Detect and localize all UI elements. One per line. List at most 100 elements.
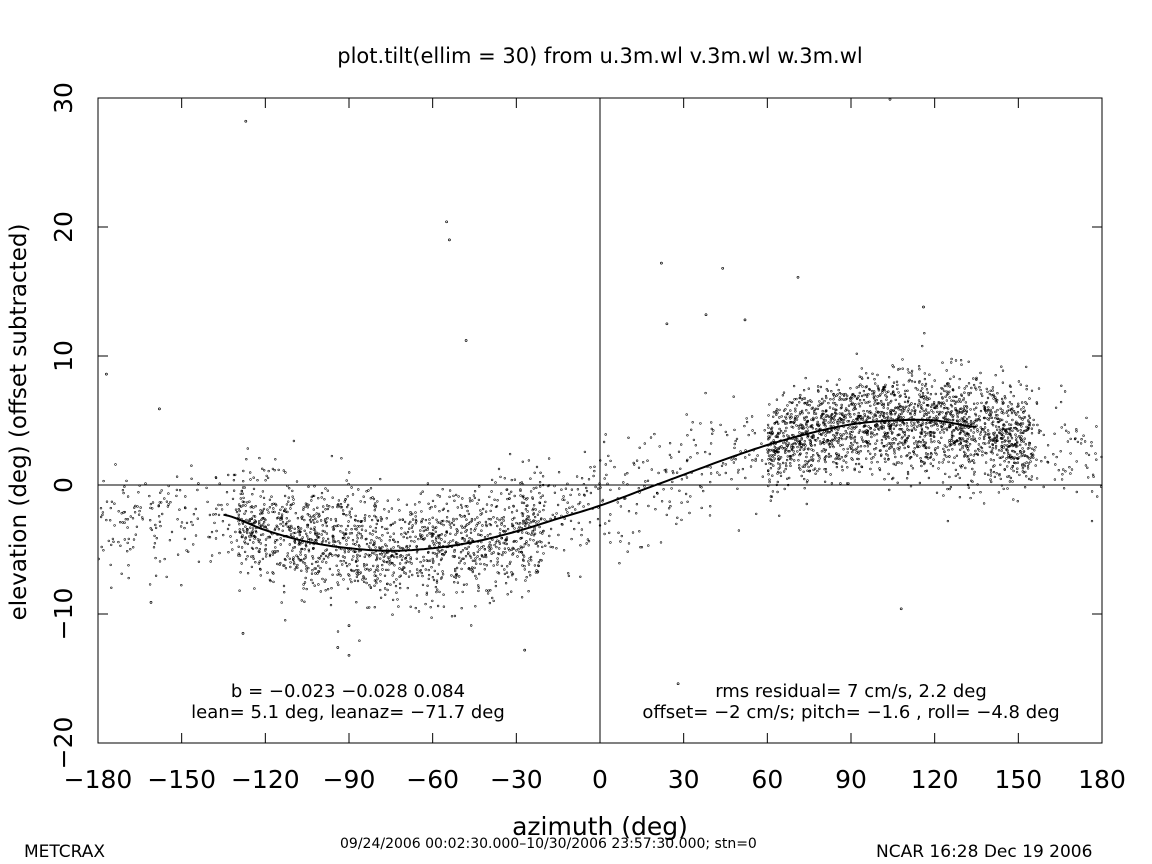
scatter-point	[493, 543, 496, 547]
scatter-point	[1012, 498, 1015, 501]
scatter-point	[1068, 466, 1071, 469]
scatter-point	[522, 494, 525, 498]
scatter-point	[946, 519, 950, 523]
scatter-point	[836, 431, 839, 434]
scatter-point	[432, 528, 435, 532]
scatter-point	[1073, 437, 1077, 441]
scatter-point	[897, 405, 900, 409]
scatter-point	[323, 519, 327, 522]
scatter-point	[685, 476, 689, 479]
scatter-point	[134, 504, 137, 508]
scatter-point	[1063, 423, 1067, 426]
scatter-point	[299, 553, 302, 556]
scatter-point	[769, 467, 773, 470]
scatter-point	[335, 548, 338, 552]
scatter-point	[477, 584, 480, 587]
scatter-point	[519, 488, 522, 491]
scatter-point	[812, 412, 816, 415]
scatter-point	[885, 417, 888, 420]
scatter-point	[337, 554, 340, 557]
scatter-point	[101, 513, 104, 517]
scatter-point	[492, 551, 495, 554]
scatter-point	[420, 571, 423, 575]
scatter-point	[785, 464, 788, 468]
scatter-point	[477, 498, 481, 502]
scatter-point	[396, 540, 400, 544]
scatter-point	[521, 460, 524, 463]
scatter-point	[217, 513, 221, 517]
scatter-point	[958, 448, 962, 451]
scatter-point	[768, 435, 772, 438]
scatter-point	[1005, 448, 1009, 451]
scatter-point	[775, 413, 778, 416]
scatter-point	[207, 535, 210, 539]
scatter-point	[999, 407, 1002, 410]
scatter-point	[788, 457, 792, 461]
scatter-point	[464, 554, 468, 558]
scatter-point	[307, 485, 310, 488]
scatter-point	[945, 406, 949, 410]
scatter-point	[346, 524, 350, 528]
scatter-point	[871, 431, 874, 434]
scatter-point	[464, 524, 468, 527]
scatter-point	[678, 489, 681, 492]
scatter-point	[404, 532, 408, 536]
scatter-point	[991, 452, 994, 455]
scatter-point	[626, 550, 629, 553]
scatter-point	[453, 548, 456, 552]
scatter-point	[860, 402, 863, 405]
scatter-point	[208, 535, 212, 539]
scatter-point	[411, 524, 414, 527]
scatter-point	[864, 372, 868, 375]
scatter-point	[616, 501, 619, 504]
scatter-point	[241, 504, 245, 507]
scatter-point	[991, 465, 995, 468]
scatter-point	[961, 464, 964, 467]
scatter-point	[766, 423, 770, 427]
scatter-point	[935, 453, 938, 456]
scatter-point	[483, 548, 486, 551]
scatter-point	[282, 469, 285, 472]
scatter-point	[445, 516, 449, 519]
scatter-point	[1018, 415, 1021, 418]
scatter-point	[1022, 471, 1026, 474]
scatter-point	[930, 424, 933, 428]
scatter-point	[488, 541, 491, 544]
scatter-point	[929, 405, 933, 409]
scatter-point	[252, 506, 255, 509]
scatter-point	[997, 449, 1001, 452]
scatter-point	[234, 473, 237, 477]
scatter-point	[375, 558, 378, 562]
scatter-point	[475, 562, 478, 565]
scatter-point	[928, 373, 931, 376]
scatter-point	[850, 434, 853, 437]
scatter-point	[311, 568, 314, 572]
scatter-point	[811, 427, 815, 430]
scatter-point	[818, 467, 821, 471]
scatter-point	[1000, 441, 1004, 444]
scatter-point	[646, 459, 649, 462]
scatter-point	[804, 460, 807, 463]
scatter-point	[263, 517, 266, 521]
scatter-point	[117, 540, 120, 544]
scatter-point	[957, 400, 960, 403]
scatter-point	[979, 371, 982, 375]
scatter-point	[934, 451, 937, 454]
scatter-point	[496, 560, 499, 563]
scatter-point	[972, 402, 976, 405]
scatter-point	[454, 573, 458, 577]
scatter-point	[483, 563, 486, 566]
scatter-point	[964, 452, 967, 455]
scatter-point	[836, 423, 840, 426]
scatter-point	[892, 462, 895, 466]
scatter-point	[928, 430, 932, 434]
scatter-point	[461, 497, 464, 500]
scatter-point	[447, 520, 451, 523]
scatter-point	[932, 416, 935, 420]
scatter-point	[873, 434, 876, 437]
scatter-point	[544, 500, 547, 504]
scatter-point	[282, 524, 285, 528]
scatter-point	[300, 558, 303, 562]
scatter-point	[209, 560, 212, 563]
scatter-point	[708, 514, 712, 517]
